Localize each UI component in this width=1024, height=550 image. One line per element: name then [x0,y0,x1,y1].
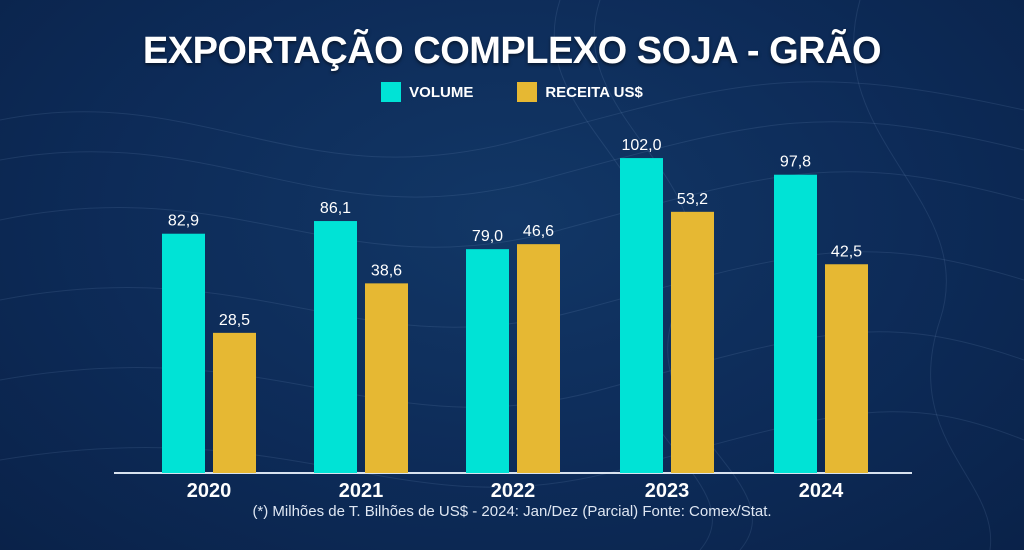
legend-swatch-volume [381,82,402,102]
data-label-receita-2024: 42,5 [831,243,862,260]
bar-receita-2022 [517,244,560,473]
legend-item-receita: RECEITA US$ [517,82,643,102]
bar-receita-2021 [365,283,408,473]
data-label-receita-2023: 53,2 [677,191,708,208]
bar-receita-2020 [213,332,256,473]
x-tick-label-2021: 2021 [339,480,384,502]
x-tick-label-2022: 2022 [491,480,536,502]
chart-title: EXPORTAÇÃO COMPLEXO SOJA - GRÃO [142,30,882,72]
footnote: (*) Milhões de T. Bilhões de US$ - 2024:… [252,503,772,520]
legend-label-volume: VOLUME [409,83,474,101]
data-label-volume-2021: 86,1 [320,200,351,217]
data-label-volume-2023: 102,0 [621,137,661,154]
legend: VOLUME RECEITA US$ [0,82,1024,102]
bar-receita-2023 [671,211,714,473]
x-tick-label-2024: 2024 [799,480,844,502]
data-label-volume-2022: 79,0 [472,228,503,245]
x-tick-label-2023: 2023 [645,480,690,502]
data-label-volume-2024: 97,8 [780,154,811,171]
data-label-volume-2020: 82,9 [168,213,199,230]
data-label-receita-2020: 28,5 [219,312,250,329]
legend-swatch-receita [517,82,538,102]
bar-receita-2024 [825,264,868,473]
bar-volume-2021 [314,221,357,473]
x-tick-label-2020: 2020 [187,480,232,502]
bar-volume-2022 [466,249,509,473]
legend-item-volume: VOLUME [381,82,473,102]
data-label-receita-2021: 38,6 [371,262,402,279]
bar-volume-2023 [620,158,663,473]
legend-label-receita: RECEITA US$ [545,83,643,101]
data-label-receita-2022: 46,6 [523,223,554,240]
bar-volume-2020 [162,233,205,473]
bar-volume-2024 [774,174,817,473]
